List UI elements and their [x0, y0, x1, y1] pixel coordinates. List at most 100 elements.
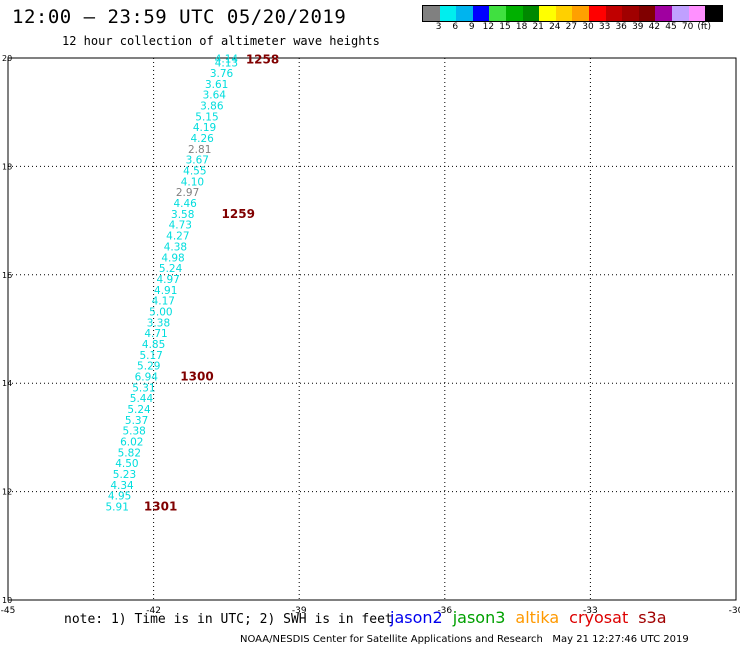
legend-swatch	[456, 6, 473, 21]
color-legend-labels: 3 6 9 12 15 18 21 24 27 30 33 36 39 42 45 70 (ft)	[422, 22, 740, 34]
legend-label: 15	[499, 22, 511, 32]
swh-value: 3.38	[147, 317, 170, 329]
swh-value: 5.23	[113, 469, 136, 481]
legend-swatch	[638, 6, 656, 21]
page-title: 12:00 – 23:59 UTC 05/20/2019	[12, 6, 347, 28]
legend-label: (ft)	[697, 22, 711, 32]
y-tick-label: 16	[2, 271, 12, 280]
swh-value: 4.71	[144, 328, 167, 340]
swh-value: 4.98	[161, 252, 184, 264]
legend-swatch	[472, 6, 490, 21]
legend-label: 27	[565, 22, 578, 32]
legend-label: 9	[468, 22, 475, 32]
time-label: 1301	[144, 500, 177, 514]
time-label: 1259	[222, 207, 255, 221]
legend-label: 33	[598, 22, 611, 32]
swh-value: 4.26	[190, 133, 214, 145]
legend-label: 42	[648, 22, 661, 32]
legend-swatch	[539, 6, 556, 21]
swh-value: 3.61	[205, 79, 228, 91]
swh-value: 4.13	[215, 58, 238, 70]
swh-value: 5.82	[118, 447, 141, 459]
swh-value: 4.97	[156, 274, 179, 286]
x-tick-label: -39	[292, 606, 307, 616]
legend-swatch	[671, 6, 689, 21]
swh-value: 4.10	[181, 176, 204, 188]
swh-value: 4.27	[166, 231, 189, 243]
swh-value: 4.73	[169, 220, 192, 232]
y-tick-label: 10	[2, 596, 12, 605]
swh-value: 5.38	[122, 426, 145, 438]
swh-value: 2.81	[188, 144, 211, 156]
legend-label: 36	[615, 22, 627, 32]
y-tick-label: 14	[2, 379, 12, 388]
swh-value: 4.85	[142, 339, 165, 351]
legend-swatch	[489, 6, 506, 21]
legend-label: 3	[435, 22, 442, 32]
legend-swatch	[439, 6, 457, 21]
legend-label: 6	[452, 22, 459, 32]
swh-value: 4.19	[193, 122, 216, 134]
x-tick-label: -33	[583, 606, 598, 616]
satellite-s3a: s3a	[638, 608, 667, 627]
page-subtitle: 12 hour collection of altimeter wave hei…	[62, 34, 380, 48]
y-tick-label: 20	[2, 54, 12, 63]
swh-value: 5.24	[127, 404, 151, 416]
swh-value: 5.17	[139, 350, 162, 362]
legend-label: 21	[532, 22, 544, 32]
swh-value: 2.97	[176, 187, 199, 199]
footer-credit: NOAA/NESDIS Center for Satellite Applica…	[240, 634, 689, 645]
swh-value: 3.58	[171, 209, 194, 221]
note-text: note: 1) Time is in UTC; 2) SWH is in fe…	[64, 612, 393, 627]
x-tick-label: -36	[437, 606, 452, 616]
swh-value: 4.55	[183, 166, 206, 178]
legend-swatch	[588, 6, 606, 21]
satellite-legend: jason2 jason3 altika cryosat s3a	[390, 608, 677, 627]
legend-label: 45	[665, 22, 677, 32]
legend-label: 18	[515, 22, 528, 32]
satellite-cryosat: cryosat	[569, 608, 629, 627]
swh-value: 4.91	[154, 285, 177, 297]
legend-swatch	[572, 6, 589, 21]
legend-label: 39	[632, 22, 644, 32]
swh-value: 5.29	[137, 361, 160, 373]
legend-swatch	[423, 6, 440, 21]
swh-value: 3.64	[203, 90, 227, 102]
swh-value: 3.67	[186, 155, 209, 167]
legend-swatch	[605, 6, 623, 21]
legend-swatch	[705, 6, 722, 21]
legend-label: 24	[549, 22, 561, 32]
x-tick-label: -30	[729, 606, 740, 616]
legend-swatch	[522, 6, 540, 21]
legend-swatch	[622, 6, 639, 21]
swh-value: 4.17	[152, 296, 175, 308]
swh-value: 5.44	[130, 393, 154, 405]
swh-value: 4.34	[110, 480, 134, 492]
satellite-jason2: jason2	[390, 608, 443, 627]
swh-value: 5.37	[125, 415, 148, 427]
map-frame	[7, 57, 737, 601]
time-label: 1300	[180, 369, 213, 383]
swh-value: 6.02	[120, 437, 143, 449]
swh-value: 4.14	[215, 53, 239, 65]
swh-value: 3.86	[200, 100, 224, 112]
legend-swatch	[688, 6, 706, 21]
x-tick-label: -42	[146, 606, 161, 616]
legend-label: 70	[681, 22, 694, 32]
swh-value: 5.31	[132, 382, 155, 394]
swh-value: 5.91	[106, 502, 129, 514]
swh-value: 5.24	[159, 263, 183, 275]
swh-value: 5.00	[149, 306, 172, 318]
swh-value: 3.76	[210, 68, 234, 80]
time-label: 1258	[246, 52, 279, 66]
swh-value: 4.38	[164, 241, 187, 253]
swh-value: 4.50	[115, 458, 138, 470]
satellite-jason3: jason3	[452, 608, 506, 627]
swh-value: 4.46	[173, 198, 197, 210]
x-tick-label: -45	[1, 606, 16, 616]
legend-swatch	[555, 6, 573, 21]
swh-value: 6.94	[135, 371, 159, 383]
legend-swatch	[655, 6, 672, 21]
satellite-altika: altika	[515, 608, 560, 627]
swh-value: 4.95	[108, 491, 131, 503]
